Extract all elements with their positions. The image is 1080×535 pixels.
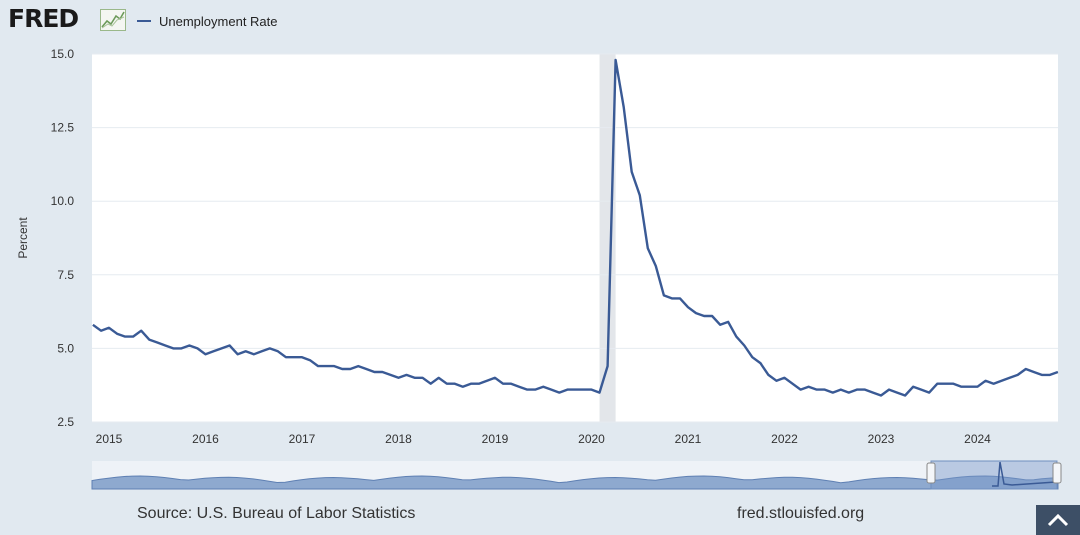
y-tick-label: 10.0 bbox=[51, 194, 75, 208]
x-tick-label: 2017 bbox=[289, 432, 316, 446]
chevron-up-icon bbox=[1047, 513, 1069, 527]
x-tick-label: 2021 bbox=[675, 432, 702, 446]
chart-header: FRED Unemployment Rate bbox=[0, 0, 1080, 42]
y-tick-label: 5.0 bbox=[57, 341, 74, 355]
x-tick-label: 2024 bbox=[964, 432, 991, 446]
recession-shade bbox=[599, 54, 616, 422]
x-tick-label: 2019 bbox=[482, 432, 509, 446]
legend-label: Unemployment Rate bbox=[159, 13, 278, 29]
x-tick-label: 2015 bbox=[96, 432, 123, 446]
x-tick-label: 2023 bbox=[868, 432, 895, 446]
x-tick-label: 2018 bbox=[385, 432, 412, 446]
x-tick-label: 2022 bbox=[771, 432, 798, 446]
x-tick-label: 2016 bbox=[192, 432, 219, 446]
navigator-series bbox=[91, 475, 1059, 490]
site-url[interactable]: fred.stlouisfed.org bbox=[737, 505, 865, 522]
navigator-left-handle[interactable] bbox=[926, 462, 936, 484]
y-tick-label: 12.5 bbox=[51, 121, 75, 135]
legend-swatch bbox=[137, 20, 151, 22]
navigator-selection bbox=[930, 460, 1058, 490]
plot-area bbox=[92, 54, 1058, 422]
unemployment-chart[interactable]: 2.5 5.0 7.5 10.0 12.5 15.0 Percent 2015 2016 2017… bbox=[0, 0, 1080, 500]
y-axis-label: Percent bbox=[16, 217, 30, 259]
chart-legend[interactable]: Unemployment Rate bbox=[137, 12, 278, 30]
series-line-unemployment bbox=[92, 58, 1059, 397]
y-tick-label: 7.5 bbox=[57, 268, 74, 282]
y-tick-label: 15.0 bbox=[51, 47, 75, 61]
navigator-right-handle[interactable] bbox=[1052, 462, 1062, 484]
navigator-spike bbox=[992, 461, 1057, 487]
source-note: Source: U.S. Bureau of Labor Statistics bbox=[137, 505, 416, 522]
fred-logo: FRED bbox=[8, 4, 79, 33]
y-tick-label: 2.5 bbox=[57, 415, 74, 429]
scroll-to-top-button[interactable] bbox=[1036, 505, 1080, 535]
fred-graph-icon bbox=[100, 9, 126, 31]
x-tick-label: 2020 bbox=[578, 432, 605, 446]
